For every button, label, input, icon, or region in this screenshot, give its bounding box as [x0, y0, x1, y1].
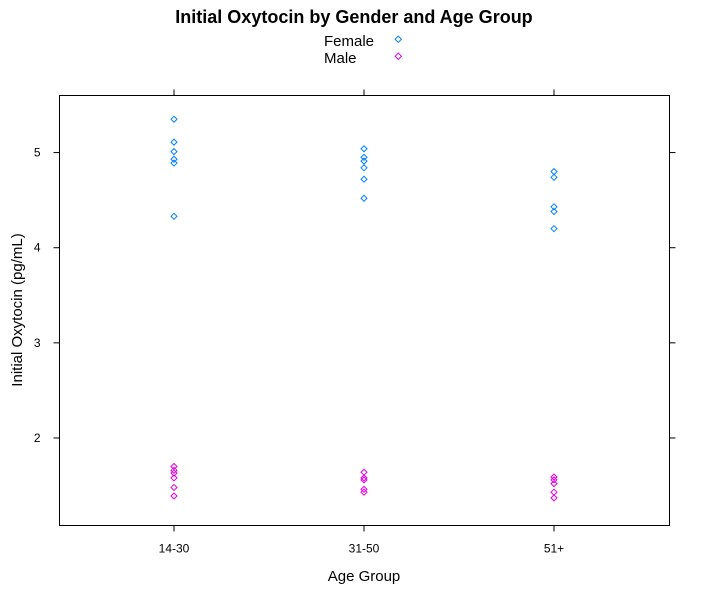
legend: Female Male — [324, 33, 403, 67]
x-axis: 14-30 31-50 51+ — [159, 89, 564, 556]
point-male — [360, 488, 368, 496]
point-male — [170, 474, 178, 482]
x-axis-label: Age Group — [328, 568, 401, 585]
point-female — [360, 194, 368, 202]
point-male — [170, 483, 178, 492]
data-points — [170, 115, 558, 502]
y-axis: 2 3 4 5 — [34, 146, 676, 445]
y-tick-label: 2 — [34, 431, 41, 445]
point-female — [550, 203, 558, 211]
x-tick-label: 51+ — [544, 542, 564, 556]
point-female — [170, 212, 178, 221]
y-axis-label: Initial Oxytocin (pg/mL) — [9, 233, 26, 386]
point-female — [170, 138, 178, 146]
legend-marker-female — [394, 35, 403, 44]
chart-title: Initial Oxytocin by Gender and Age Group — [175, 7, 532, 27]
point-female — [550, 224, 558, 233]
y-tick-label: 5 — [34, 146, 41, 160]
y-tick-label: 3 — [34, 336, 41, 350]
y-tick-label: 4 — [34, 241, 41, 255]
point-female — [170, 147, 178, 156]
point-male — [360, 485, 368, 494]
legend-label-male: Male — [324, 50, 357, 67]
x-tick-label: 14-30 — [159, 542, 190, 556]
point-female — [170, 155, 178, 163]
point-female — [360, 157, 368, 165]
point-female — [360, 145, 368, 153]
point-male — [550, 476, 558, 484]
point-female — [360, 175, 368, 183]
point-female — [360, 153, 368, 162]
point-female — [550, 173, 558, 182]
point-male — [360, 476, 368, 484]
legend-label-female: Female — [324, 33, 374, 50]
point-female — [550, 207, 558, 216]
x-tick-label: 31-50 — [349, 542, 380, 556]
point-female — [170, 115, 178, 123]
point-female — [360, 164, 368, 172]
point-male — [170, 462, 178, 471]
point-male — [170, 469, 178, 477]
point-male — [550, 479, 558, 488]
point-male — [550, 494, 558, 502]
legend-marker-male — [394, 52, 403, 61]
point-male — [170, 492, 178, 500]
point-female — [170, 159, 178, 167]
point-male — [170, 466, 178, 475]
point-male — [360, 474, 368, 482]
